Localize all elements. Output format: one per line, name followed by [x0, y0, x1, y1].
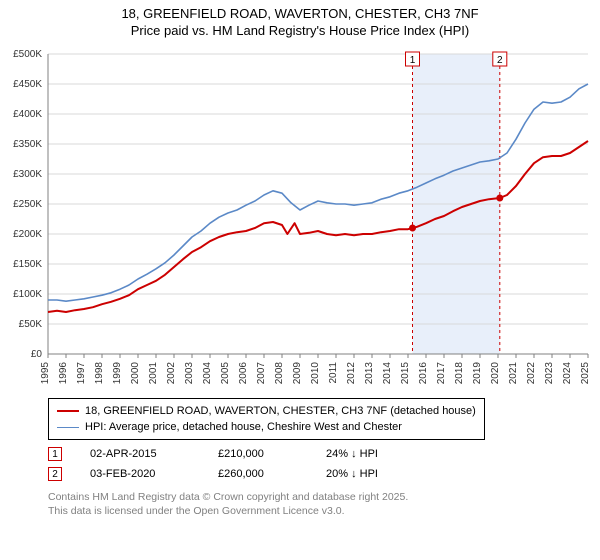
svg-text:2020: 2020 — [490, 362, 501, 385]
attribution: Contains HM Land Registry data © Crown c… — [48, 490, 408, 518]
svg-text:2001: 2001 — [148, 362, 159, 385]
title-block: 18, GREENFIELD ROAD, WAVERTON, CHESTER, … — [0, 0, 600, 40]
svg-text:1: 1 — [410, 55, 416, 66]
svg-text:2014: 2014 — [382, 362, 393, 385]
svg-text:2022: 2022 — [526, 362, 537, 385]
legend-label: 18, GREENFIELD ROAD, WAVERTON, CHESTER, … — [85, 405, 476, 417]
marker-row-1: 1 02-APR-2015 £210,000 24% ↓ HPI — [48, 444, 416, 464]
svg-text:£100K: £100K — [13, 289, 42, 300]
legend-item-hpi: HPI: Average price, detached house, Ches… — [57, 419, 476, 435]
svg-text:£0: £0 — [31, 349, 43, 360]
svg-text:2007: 2007 — [256, 362, 267, 385]
svg-text:2010: 2010 — [310, 362, 321, 385]
svg-text:2009: 2009 — [292, 362, 303, 385]
chart-figure: 18, GREENFIELD ROAD, WAVERTON, CHESTER, … — [0, 0, 600, 560]
svg-text:2002: 2002 — [166, 362, 177, 385]
marker-hpi-delta: 20% ↓ HPI — [326, 468, 416, 480]
title-line-2: Price paid vs. HM Land Registry's House … — [0, 23, 600, 40]
svg-text:2004: 2004 — [202, 362, 213, 385]
svg-text:2003: 2003 — [184, 362, 195, 385]
legend: 18, GREENFIELD ROAD, WAVERTON, CHESTER, … — [48, 398, 485, 440]
svg-text:2019: 2019 — [472, 362, 483, 385]
svg-text:2024: 2024 — [562, 362, 573, 385]
legend-label: HPI: Average price, detached house, Ches… — [85, 421, 402, 433]
chart-area: £0 £50K £100K £150K £200K £250K £300K £350K £400… — [0, 44, 600, 394]
svg-text:1999: 1999 — [112, 362, 123, 385]
marker-id-box: 2 — [48, 467, 62, 481]
svg-text:£450K: £450K — [13, 79, 42, 90]
svg-text:2015: 2015 — [400, 362, 411, 385]
svg-text:2021: 2021 — [508, 362, 519, 385]
svg-text:1995: 1995 — [40, 362, 51, 385]
attribution-line-1: Contains HM Land Registry data © Crown c… — [48, 490, 408, 504]
marker-price: £260,000 — [218, 468, 298, 480]
svg-text:2017: 2017 — [436, 362, 447, 385]
chart-svg: £0 £50K £100K £150K £200K £250K £300K £350K £400… — [0, 44, 600, 394]
marker-date: 03-FEB-2020 — [90, 468, 190, 480]
svg-text:1996: 1996 — [58, 362, 69, 385]
svg-text:£400K: £400K — [13, 109, 42, 120]
svg-text:2013: 2013 — [364, 362, 375, 385]
svg-text:£150K: £150K — [13, 259, 42, 270]
svg-text:£200K: £200K — [13, 229, 42, 240]
legend-swatch — [57, 427, 79, 428]
svg-text:2016: 2016 — [418, 362, 429, 385]
svg-text:2005: 2005 — [220, 362, 231, 385]
svg-text:1997: 1997 — [76, 362, 87, 385]
svg-text:2012: 2012 — [346, 362, 357, 385]
svg-text:£300K: £300K — [13, 169, 42, 180]
svg-text:2018: 2018 — [454, 362, 465, 385]
svg-text:2011: 2011 — [328, 362, 339, 384]
svg-text:£250K: £250K — [13, 199, 42, 210]
marker-date: 02-APR-2015 — [90, 448, 190, 460]
svg-text:2025: 2025 — [580, 362, 591, 385]
legend-item-price_paid: 18, GREENFIELD ROAD, WAVERTON, CHESTER, … — [57, 403, 476, 419]
svg-text:2: 2 — [497, 55, 503, 66]
svg-text:1998: 1998 — [94, 362, 105, 385]
svg-text:£350K: £350K — [13, 139, 42, 150]
svg-text:2000: 2000 — [130, 362, 141, 385]
marker-id-box: 1 — [48, 447, 62, 461]
svg-text:£50K: £50K — [19, 319, 43, 330]
svg-text:2008: 2008 — [274, 362, 285, 385]
legend-swatch — [57, 410, 79, 412]
svg-text:£500K: £500K — [13, 49, 42, 60]
marker-hpi-delta: 24% ↓ HPI — [326, 448, 416, 460]
svg-text:2023: 2023 — [544, 362, 555, 385]
marker-row-2: 2 03-FEB-2020 £260,000 20% ↓ HPI — [48, 464, 416, 484]
attribution-line-2: This data is licensed under the Open Gov… — [48, 504, 408, 518]
title-line-1: 18, GREENFIELD ROAD, WAVERTON, CHESTER, … — [0, 6, 600, 23]
marker-price: £210,000 — [218, 448, 298, 460]
svg-text:2006: 2006 — [238, 362, 249, 385]
marker-table: 1 02-APR-2015 £210,000 24% ↓ HPI 2 03-FEB-202… — [48, 444, 416, 484]
